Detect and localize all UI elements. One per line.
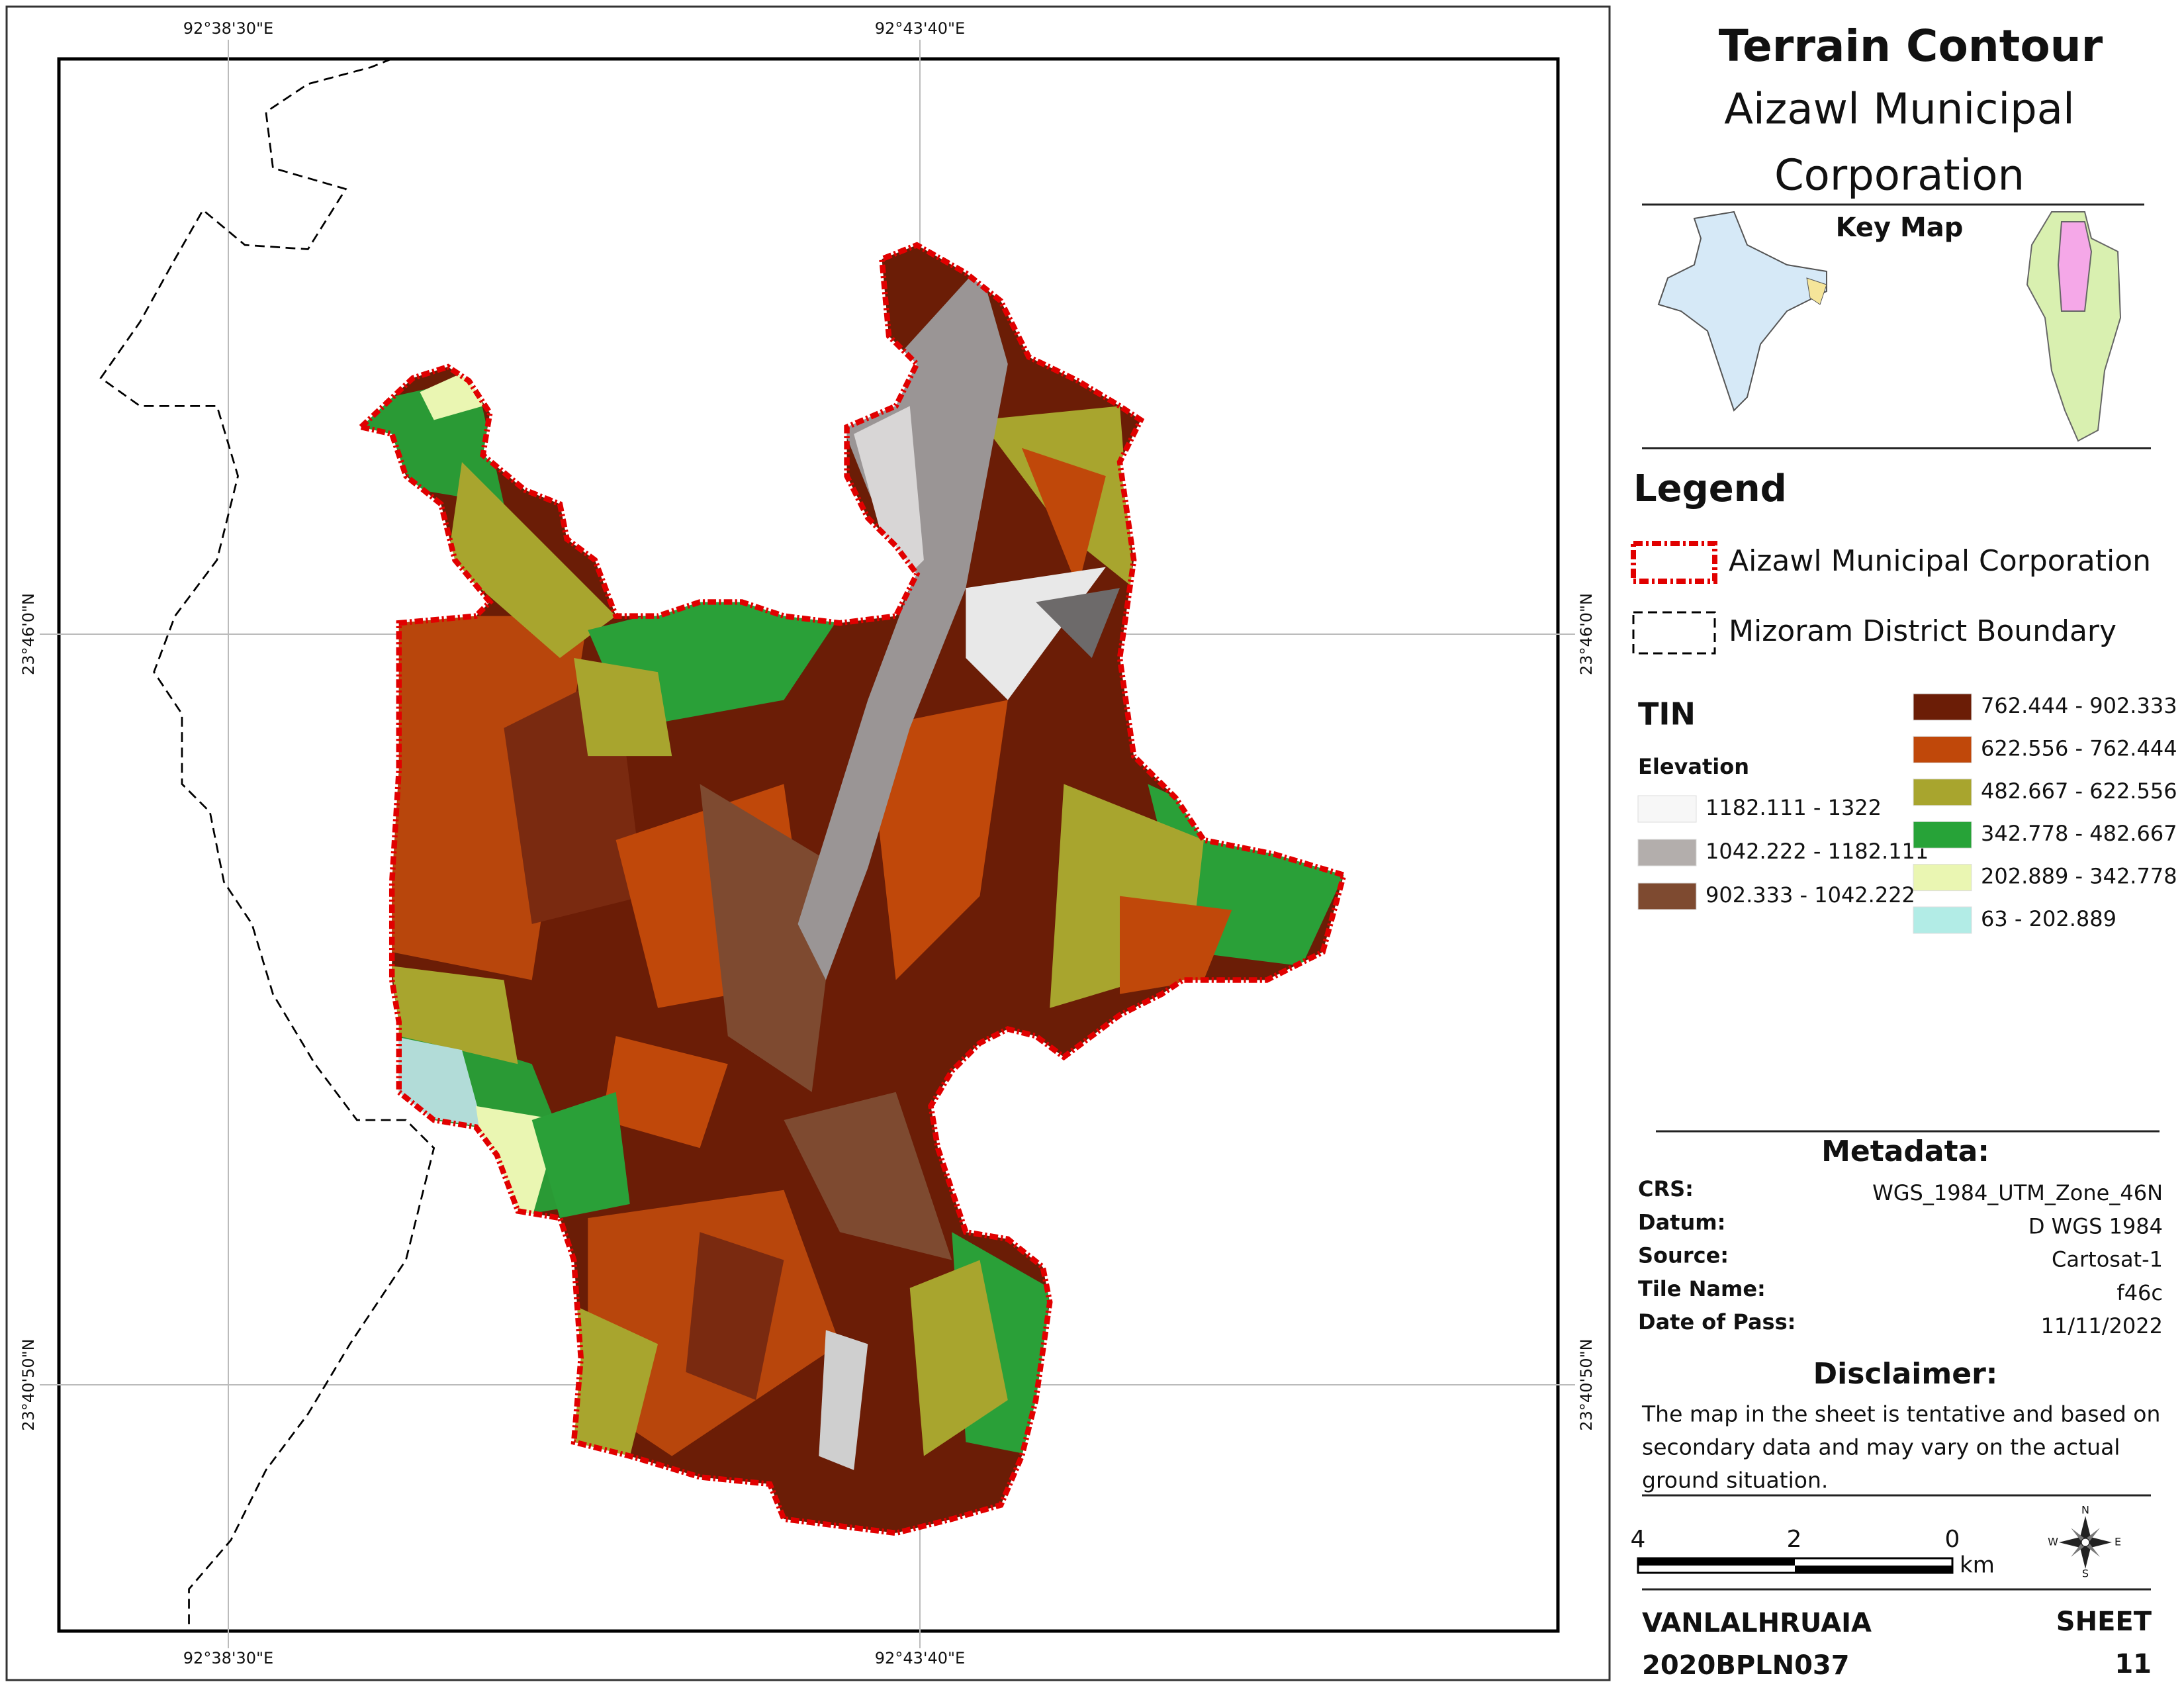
grid-label-left: 23°46'0"N (19, 593, 38, 675)
compass (2059, 1516, 2112, 1569)
metadata-value: f46c (2116, 1280, 2163, 1305)
metadata-value: 11/11/2022 (2041, 1313, 2163, 1338)
compass-label: E (2115, 1536, 2121, 1548)
grid-label-top: 92°43'40"E (875, 19, 965, 38)
author: VANLALHRUAIA (1642, 1608, 1872, 1638)
legend-item: Mizoram District Boundary (1729, 614, 2116, 648)
legend-swatch (1913, 778, 1972, 806)
compass-label: W (2048, 1536, 2058, 1548)
scale-unit: km (1960, 1552, 1995, 1579)
scale-label: 4 (1631, 1526, 1646, 1553)
legend-class-label: 202.889 - 342.778 (1981, 864, 2177, 889)
metadata-value: D WGS 1984 (2028, 1213, 2163, 1239)
legend-class-label: 63 - 202.889 (1981, 906, 2116, 931)
disclaimer-line: ground situation. (1642, 1468, 1828, 1493)
sheet-label: SHEET (2056, 1607, 2152, 1637)
subtitle: Corporation (1774, 152, 2025, 201)
legend-swatch (1637, 882, 1697, 910)
legend-class-label: 622.556 - 762.444 (1981, 735, 2177, 761)
scale-bar (1795, 1566, 1952, 1573)
sheet-number: 11 (2115, 1649, 2152, 1679)
legend-title: Legend (1633, 467, 1787, 510)
legend-item: Aizawl Municipal Corporation (1729, 544, 2151, 578)
metadata-key: Date of Pass: (1638, 1309, 1796, 1335)
metadata-title: Metadata: (1821, 1135, 1989, 1168)
grid-label-bottom: 92°38'30"E (183, 1649, 273, 1667)
legend-class-label: 482.667 - 622.556 (1981, 778, 2177, 804)
metadata-value: WGS_1984_UTM_Zone_46N (1872, 1180, 2163, 1205)
amc-swatch (1631, 541, 1717, 584)
metadata-key: CRS: (1638, 1176, 1694, 1201)
legend-class-label: 1042.222 - 1182.111 (1706, 839, 1929, 864)
disclaimer-title: Disclaimer: (1813, 1357, 1998, 1391)
tin-subtitle: Elevation (1638, 754, 1749, 779)
compass-label: N (2081, 1504, 2089, 1517)
legend-swatch (1913, 864, 1972, 892)
legend-swatch (1913, 735, 1972, 763)
legend-swatch (1637, 795, 1697, 823)
key-map-india (1657, 211, 1827, 412)
grid-label-right: 23°40'50"N (1577, 1338, 1596, 1430)
compass-label: S (2082, 1568, 2089, 1580)
scale-label: 0 (1945, 1526, 1960, 1553)
scale-label: 2 (1787, 1526, 1802, 1553)
metadata-key: Source: (1638, 1243, 1729, 1268)
legend-class-label: 902.333 - 1042.222 (1706, 882, 1915, 908)
student-id: 2020BPLN037 (1642, 1650, 1850, 1681)
district-boundary (99, 58, 435, 1631)
legend-swatch (1913, 906, 1972, 934)
legend-class-label: 1182.111 - 1322 (1706, 795, 1882, 820)
metadata-key: Tile Name: (1638, 1276, 1766, 1301)
legend-class-label: 762.444 - 902.333 (1981, 693, 2177, 718)
legend-class-label: 342.778 - 482.667 (1981, 821, 2177, 846)
disclaimer-line: secondary data and may vary on the actua… (1642, 1434, 2120, 1460)
key-map-mizoram (2026, 211, 2122, 442)
tin-title: TIN (1638, 696, 1696, 732)
title: Terrain Contour (1719, 21, 2103, 71)
key-map-label: Key Map (1836, 212, 1964, 243)
grid-label-left: 23°40'50"N (19, 1338, 38, 1430)
subtitle: Aizawl Municipal (1724, 85, 2075, 134)
legend-swatch (1913, 693, 1972, 721)
legend-swatch (1913, 821, 1972, 849)
scale-bar (1638, 1558, 1795, 1566)
metadata-key: Datum: (1638, 1209, 1725, 1235)
outer-frame (5, 5, 1611, 1681)
disclaimer-line: The map in the sheet is tentative and ba… (1641, 1401, 2160, 1427)
legend-swatch (1637, 839, 1697, 867)
district-swatch (1632, 611, 1716, 655)
grid-label-top: 92°38'30"E (183, 19, 273, 38)
metadata-value: Cartosat-1 (2052, 1247, 2163, 1272)
grid-label-bottom: 92°43'40"E (875, 1649, 965, 1667)
grid-label-right: 23°46'0"N (1577, 593, 1596, 675)
